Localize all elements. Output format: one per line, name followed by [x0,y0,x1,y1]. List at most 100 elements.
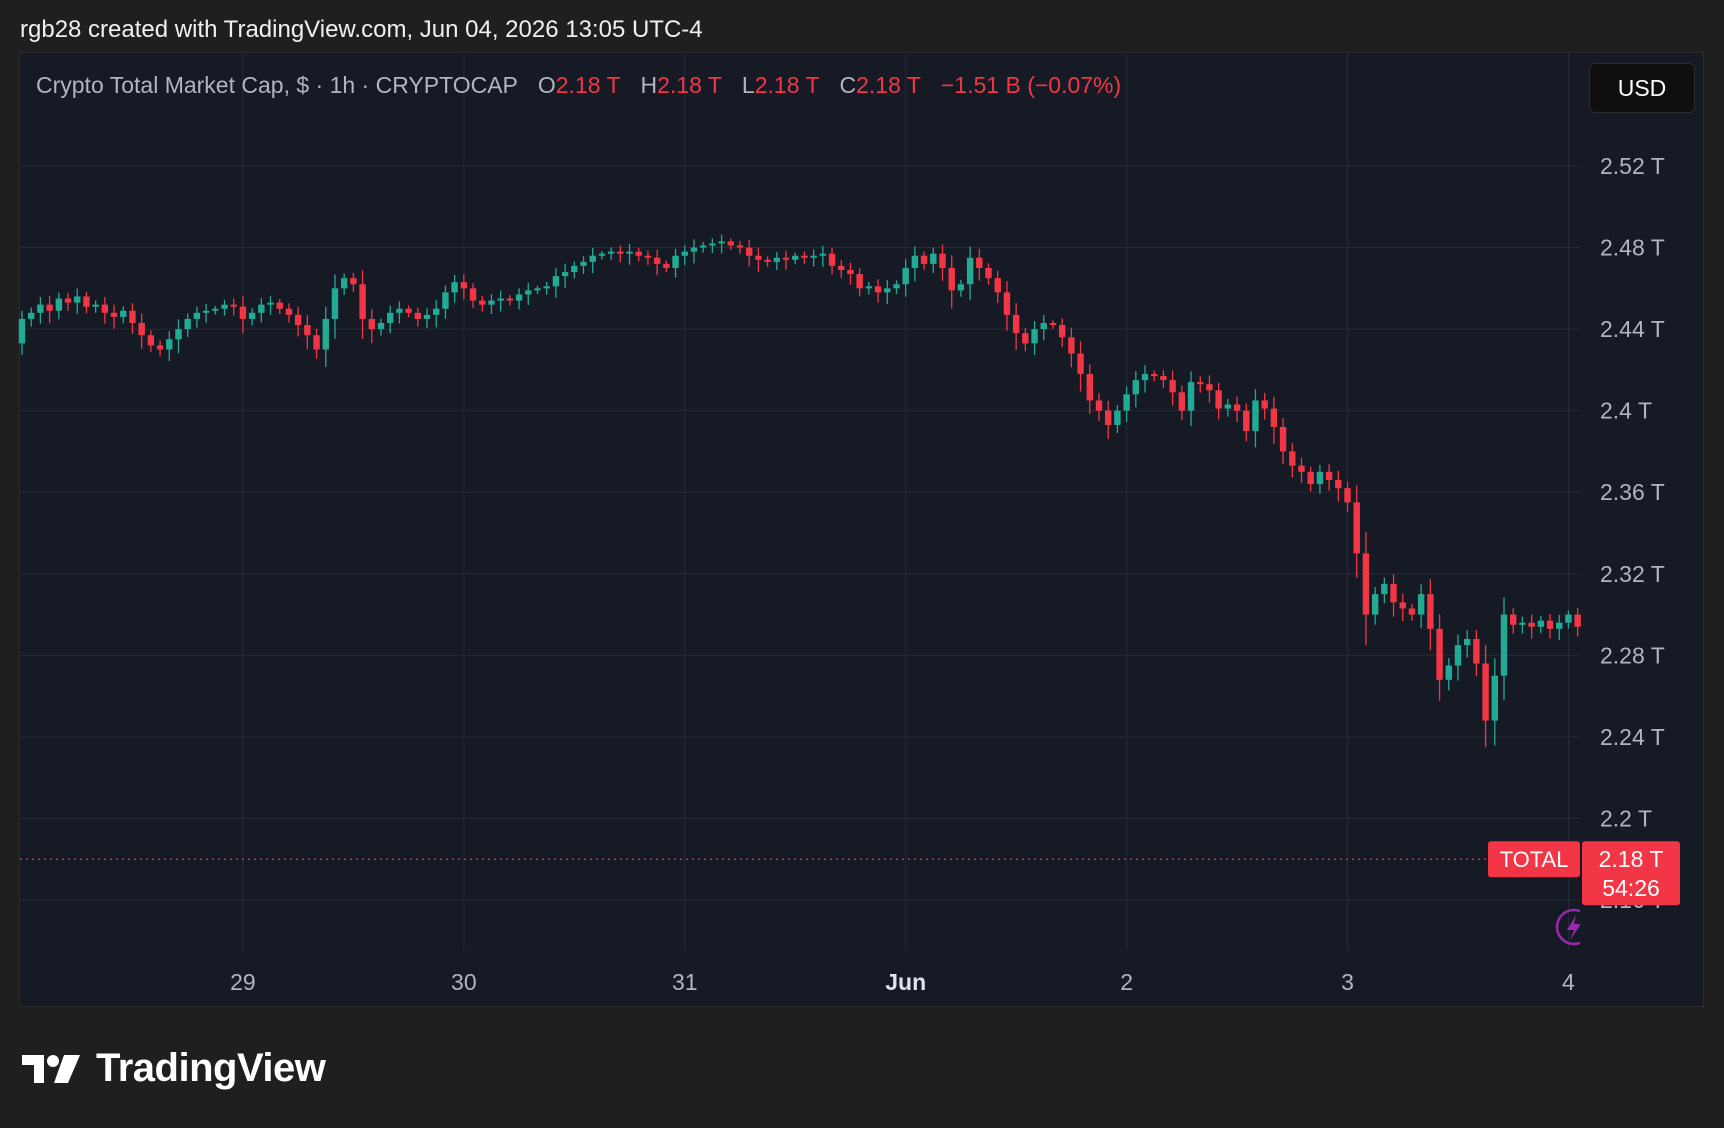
candle-body [1077,353,1084,374]
candle-body [64,298,72,303]
candle-body [1151,373,1158,377]
candle-body [120,310,127,317]
candle-body [552,276,560,287]
chart-caption: rgb28 created with TradingView.com, Jun … [20,16,703,43]
candle-body [534,288,541,291]
candle-body [626,251,633,254]
legend-high-value: 2.18 T [657,72,722,98]
candle-body [1233,404,1241,411]
candle-body [1224,404,1232,409]
candle-body [1537,620,1545,627]
y-axis-tick-label: 2.28 T [1600,642,1665,668]
legend-low-label: L [741,72,755,98]
candle-body [276,302,283,309]
candle-body [1197,382,1204,385]
candle-body [377,322,385,330]
candle-body [55,298,63,311]
candle-body [1022,333,1029,344]
candle-body [1454,645,1462,666]
candle-body [469,288,477,301]
candle-body [460,282,468,289]
candle-body [920,255,928,264]
candle-body [129,310,136,323]
x-axis-tick-label: 3 [1341,969,1354,995]
tradingview-logo-icon [22,1054,80,1083]
candle-body [607,251,615,254]
candle-body [193,312,201,319]
candle-body [1473,639,1480,664]
symbol-tag: TOTAL [1500,847,1569,872]
candle-body [589,255,596,262]
candle-body [1160,376,1167,381]
candle-body [994,278,1001,293]
candle-body [828,253,836,266]
countdown-label: 54:26 [1602,875,1660,901]
candle-body [184,318,191,330]
y-axis-tick-label: 2.48 T [1600,235,1665,261]
candle-body [580,261,587,266]
candle-body [745,247,753,256]
y-axis-tick-label: 2.4 T [1600,398,1652,424]
candle-body [433,308,440,315]
candle-body [865,286,873,289]
candle-body [506,298,514,301]
x-axis-tick-label: 29 [230,969,256,995]
candle-body [1574,614,1581,627]
candle-body [893,284,900,289]
x-axis-tick-label: 30 [451,969,477,995]
legend-symbol: Crypto Total Market Cap, $ · 1h · CRYPTO… [36,72,518,98]
candle-body [810,255,817,258]
candle-body [1445,665,1452,680]
currency-button[interactable]: USD [1589,63,1695,113]
candle-body [1206,384,1213,391]
y-axis-tick-label: 2.24 T [1600,724,1665,750]
lightning-icon-ring [1555,908,1580,946]
symbol-tag-background [1488,841,1580,878]
candle-body [1427,594,1434,629]
candle-body [801,255,808,258]
candle-body [966,257,974,285]
legend-low-value: 2.18 T [754,72,820,98]
candle-body [230,304,237,307]
candle-body [1252,400,1259,432]
candle-body [1519,622,1526,625]
candle-body [884,288,891,293]
tradingview-logo[interactable]: TradingView [22,1046,326,1091]
x-axis-tick-label: 31 [672,969,698,995]
price-overlay: TOTAL 2.18 T 54:26 [20,841,1680,946]
candle-body [838,265,845,270]
candle-body [368,318,375,330]
x-axis-tick-label: Jun [885,969,926,995]
candle-body [635,251,642,256]
candles [18,234,1581,748]
candle-body [1068,337,1075,354]
candle-body [92,304,99,307]
candle-body [212,308,219,311]
candle-body [1243,410,1250,432]
candle-body [1482,663,1489,721]
legend-high-label: H [640,72,658,98]
candle-body [267,302,274,305]
candle-body [442,292,449,309]
x-axis-tick-label: 4 [1562,969,1575,995]
candle-body [359,284,366,319]
candle-body [1261,400,1268,409]
candle-body [147,335,155,346]
candle-body [1316,471,1324,485]
candle-body [1371,594,1379,615]
candle-body [543,286,550,289]
candle-body [561,272,569,277]
candle-body [1031,329,1038,344]
candle-body [985,267,992,279]
candle-body [322,318,329,350]
y-axis-tick-label: 2.44 T [1600,316,1665,342]
candle-body [515,294,523,301]
lightning-icon[interactable] [1555,908,1591,946]
candle-body [1381,583,1388,595]
candle-body [1344,488,1351,503]
candle-body [258,304,265,313]
candle-body [755,255,762,260]
last-price-label: 2.18 T [1599,846,1664,872]
candle-body [1335,479,1342,489]
